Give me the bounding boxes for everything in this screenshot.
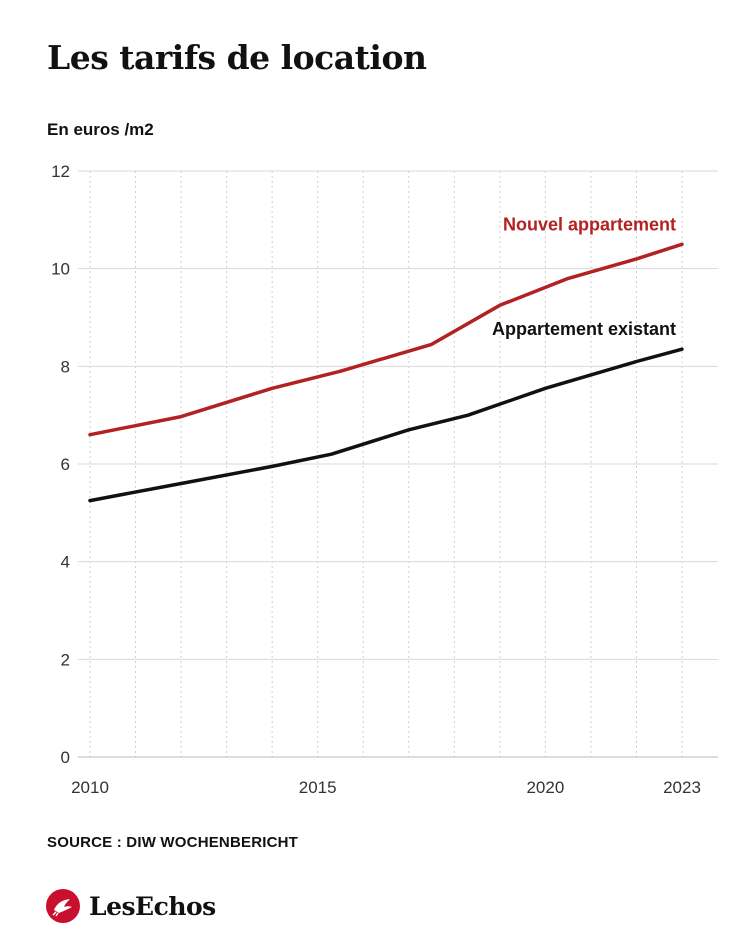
y-tick-label: 8: [61, 357, 70, 376]
brand-logo: LesEchos: [45, 888, 216, 924]
series-label: Appartement existant: [492, 319, 676, 339]
x-tick-label: 2023: [663, 778, 701, 797]
y-tick-label: 2: [61, 650, 70, 669]
unit-label: En euros /m2: [47, 120, 154, 139]
brand-name: LesEchos: [89, 891, 216, 921]
y-tick-label: 10: [51, 260, 70, 279]
series-line-nouvel-appartement: [88, 242, 684, 437]
x-tick-label: 2015: [299, 778, 337, 797]
y-tick-label: 6: [61, 455, 70, 474]
page-title: Les tarifs de location: [47, 38, 427, 77]
les-echos-emblem-icon: [46, 889, 80, 923]
y-tick-label: 12: [51, 162, 70, 181]
series-label: Nouvel appartement: [503, 214, 676, 234]
x-tick-label: 2020: [526, 778, 564, 797]
y-tick-label: 4: [61, 553, 70, 572]
x-tick-label: 2010: [71, 778, 109, 797]
y-tick-label: 0: [61, 748, 70, 767]
series-line-appartement-existant: [88, 347, 684, 503]
source-note: SOURCE : DIW WOCHENBERICHT: [47, 834, 299, 851]
